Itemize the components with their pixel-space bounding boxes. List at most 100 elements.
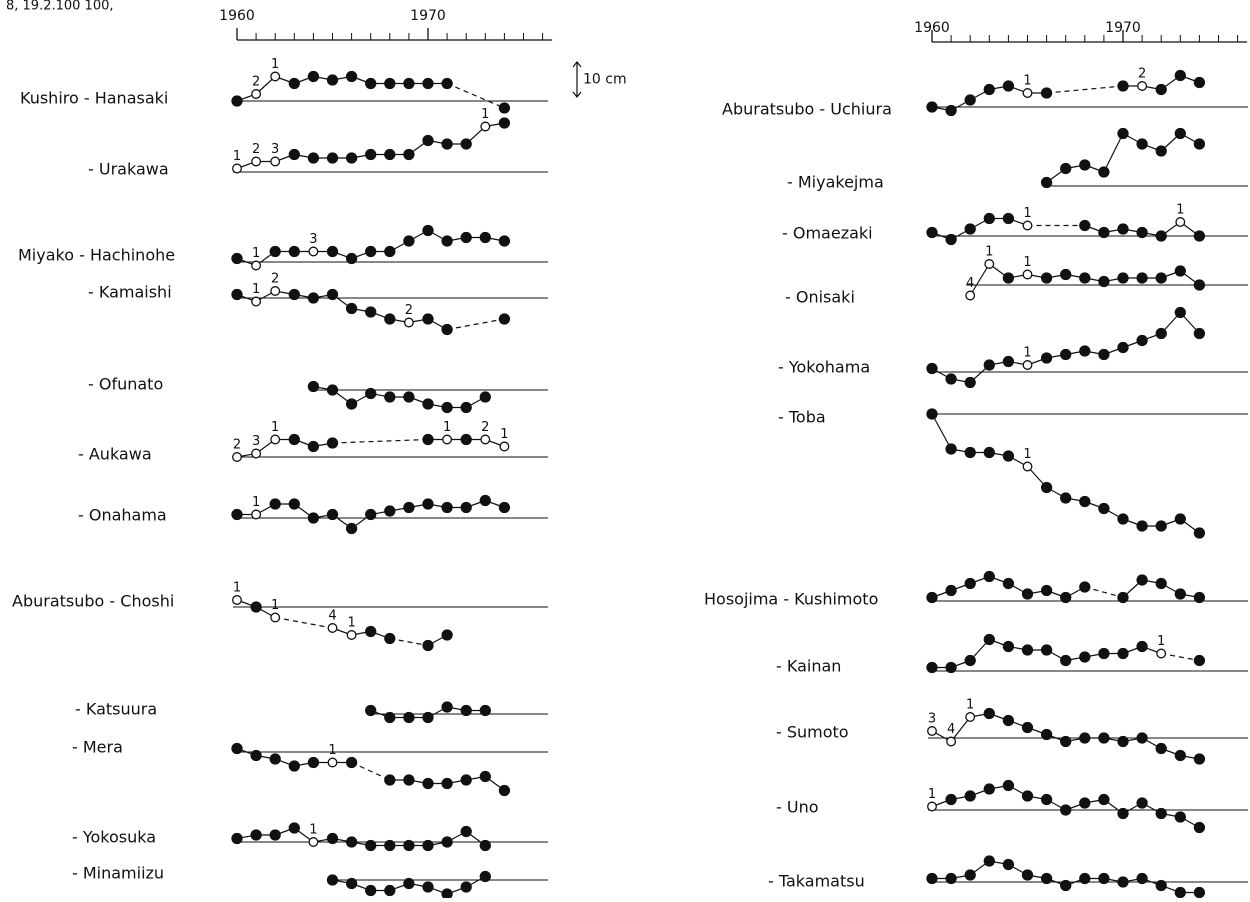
open-point — [270, 612, 281, 623]
point — [231, 742, 243, 755]
point — [1079, 581, 1091, 593]
point — [1155, 577, 1167, 590]
point — [365, 508, 377, 521]
point — [326, 288, 339, 301]
open-point — [1156, 648, 1167, 659]
point — [1098, 226, 1110, 239]
point — [403, 501, 415, 514]
point — [1002, 858, 1015, 871]
point — [1098, 348, 1110, 361]
point-label: 4 — [947, 722, 955, 737]
point-label: 2 — [481, 420, 489, 435]
point — [1193, 76, 1206, 89]
dashed-segment — [446, 318, 505, 331]
point-label: 1 — [481, 107, 489, 122]
point — [1136, 272, 1148, 284]
point — [1193, 327, 1206, 340]
point — [384, 884, 396, 897]
point — [1136, 574, 1148, 586]
point — [460, 881, 472, 893]
point-label: 1 — [966, 698, 974, 713]
point — [498, 784, 511, 797]
station-label: Hosojima - Kushimoto — [704, 590, 878, 609]
point — [422, 313, 434, 325]
point — [345, 302, 358, 315]
open-point — [251, 296, 262, 307]
station-label: - Yokosuka — [72, 828, 156, 847]
point — [926, 362, 938, 375]
point — [1155, 520, 1167, 532]
point — [1193, 230, 1206, 242]
station-label: Aburatsubo - Uchiura — [722, 100, 892, 119]
point — [945, 661, 957, 674]
open-point — [327, 757, 338, 768]
point — [926, 591, 938, 604]
point — [422, 839, 434, 852]
scale-bar-label: 10 cm — [583, 72, 627, 88]
point-label: 1 — [443, 420, 451, 435]
point — [460, 138, 472, 150]
point — [1079, 345, 1091, 357]
point — [422, 498, 434, 510]
station-label: - Omaezaki — [782, 224, 873, 243]
point — [269, 498, 281, 510]
point — [1040, 728, 1053, 741]
point — [1040, 793, 1053, 806]
point — [288, 148, 300, 161]
point — [1098, 793, 1110, 806]
point — [460, 501, 472, 514]
point — [1155, 272, 1167, 284]
open-point — [946, 736, 957, 747]
point — [964, 654, 976, 667]
point — [231, 252, 243, 265]
point — [1136, 138, 1148, 150]
point — [1117, 223, 1129, 235]
point — [983, 707, 995, 720]
point — [479, 704, 491, 717]
point-label: 1 — [347, 616, 355, 631]
station-label: - Onisaki — [785, 288, 855, 307]
point — [1193, 527, 1206, 539]
station-label: - Minamiizu — [72, 864, 164, 883]
point — [441, 235, 453, 247]
point — [1117, 591, 1129, 604]
point — [288, 822, 300, 834]
point — [1060, 591, 1072, 604]
point — [365, 245, 377, 258]
point — [345, 877, 358, 890]
point — [365, 77, 377, 90]
point — [326, 384, 339, 396]
open-point — [327, 623, 338, 633]
point — [307, 440, 320, 453]
point — [1117, 341, 1129, 354]
station-label: - Kainan — [776, 657, 841, 676]
point — [1174, 588, 1186, 600]
point — [1193, 591, 1206, 604]
point — [422, 639, 434, 652]
point — [403, 235, 415, 247]
point-label: 1 — [252, 282, 260, 297]
point — [945, 872, 957, 885]
point — [983, 783, 995, 795]
point — [231, 508, 243, 521]
point — [1193, 886, 1206, 899]
point — [288, 433, 300, 446]
point — [231, 832, 243, 845]
point — [422, 77, 434, 90]
open-point — [270, 71, 281, 82]
open-point — [1022, 88, 1033, 98]
point — [422, 224, 434, 237]
point-label: 1 — [1023, 346, 1031, 361]
open-point — [442, 434, 453, 445]
point — [460, 401, 472, 414]
point — [1098, 647, 1110, 660]
open-point — [1137, 81, 1148, 91]
point — [1079, 219, 1091, 232]
point — [307, 512, 320, 524]
point — [1002, 80, 1015, 92]
point — [1021, 869, 1034, 881]
point — [288, 288, 300, 301]
point — [1002, 355, 1015, 368]
point — [326, 74, 339, 86]
